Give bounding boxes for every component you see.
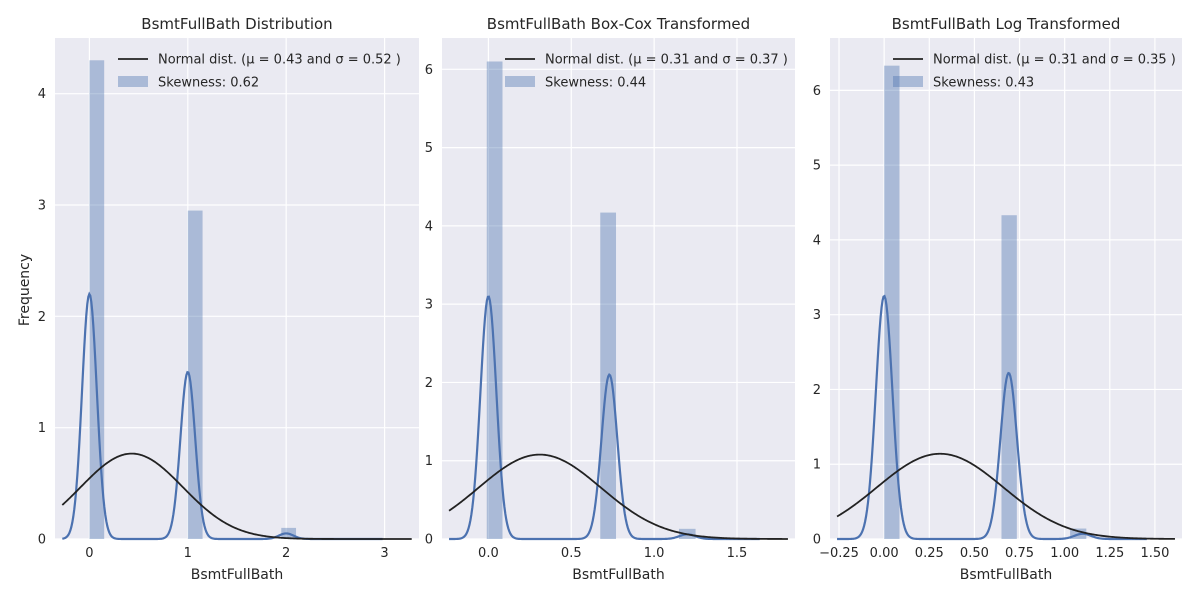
plot-area [830, 38, 1182, 539]
kde-curve [837, 294, 1147, 541]
histogram-bar [89, 60, 105, 540]
y-tick-label: 6 [425, 63, 433, 78]
legend-skewness-label: Skewness: 0.43 [933, 76, 1034, 91]
x-axis-label: BsmtFullBath [960, 567, 1053, 583]
legend-bar-swatch [893, 76, 923, 87]
x-axis-label: BsmtFullBath [572, 567, 665, 583]
x-axis-label: BsmtFullBath [191, 567, 284, 583]
x-tick-label: 1.00 [1050, 546, 1079, 561]
y-tick-label: 5 [813, 159, 821, 174]
x-tick-label: 1.50 [1140, 546, 1169, 561]
x-tick-label: 1.25 [1095, 546, 1124, 561]
y-tick-label: 1 [813, 458, 821, 473]
chart-title: BsmtFullBath Distribution [141, 15, 332, 33]
y-tick-label: 0 [38, 533, 46, 548]
x-tick-label: 0.75 [1005, 546, 1034, 561]
y-tick-label: 3 [38, 199, 46, 214]
y-tick-label: 4 [38, 87, 46, 102]
plot-area [55, 38, 419, 539]
chart-title: BsmtFullBath Log Transformed [892, 15, 1121, 33]
normal-fit-curve [61, 452, 412, 540]
y-tick-label: 6 [813, 84, 821, 99]
histogram-bar [1001, 215, 1017, 539]
legend-skewness-label: Skewness: 0.62 [158, 76, 259, 91]
x-tick-label: 0.50 [960, 546, 989, 561]
legend: Normal dist. (μ = 0.31 and σ = 0.35 ) Ske… [893, 53, 1176, 91]
y-tick-label: 0 [425, 533, 433, 548]
normal-fit-curve [836, 452, 1175, 540]
y-tick-label: 1 [38, 421, 46, 436]
y-tick-label: 2 [38, 310, 46, 325]
legend-normal-label: Normal dist. (μ = 0.43 and σ = 0.52 ) [158, 53, 401, 68]
x-tick-label: 0 [85, 546, 93, 561]
kde-curve [449, 295, 760, 541]
chart-panel-2: 0 1 2 3 4 5 6 0.0 0.5 1.0 1.5 BsmtFullBath Box-Cox … [425, 15, 795, 583]
y-tick-label: 1 [425, 454, 433, 469]
x-tick-label: 3 [380, 546, 388, 561]
x-tick-label: 0.00 [870, 546, 899, 561]
y-tick-label: 4 [425, 219, 433, 234]
y-tick-label: 0 [813, 533, 821, 548]
chart-panel-1: 0 1 2 3 4 0 1 2 3 BsmtFullBath Distribution BsmtFu… [38, 15, 419, 583]
histogram-bar [187, 210, 203, 540]
x-tick-label: 2 [282, 546, 290, 561]
legend-normal-label: Normal dist. (μ = 0.31 and σ = 0.37 ) [545, 53, 788, 68]
legend-bar-swatch [118, 76, 148, 87]
legend-skewness-label: Skewness: 0.44 [545, 76, 646, 91]
x-tick-label: −0.25 [819, 546, 859, 561]
chart-title: BsmtFullBath Box-Cox Transformed [487, 15, 750, 33]
y-tick-label: 5 [425, 141, 433, 156]
x-tick-label: 1 [184, 546, 192, 561]
legend-normal-label: Normal dist. (μ = 0.31 and σ = 0.35 ) [933, 53, 1176, 68]
legend: Normal dist. (μ = 0.31 and σ = 0.37 ) Ske… [505, 53, 788, 91]
panels: 0 1 2 3 4 0 1 2 3 BsmtFullBath Distribution BsmtFu… [38, 15, 1182, 583]
legend-bar-swatch [505, 76, 535, 87]
y-tick-label: 3 [813, 308, 821, 323]
y-tick-label: 2 [425, 376, 433, 391]
y-tick-label: 4 [813, 233, 821, 248]
legend: Normal dist. (μ = 0.43 and σ = 0.52 ) Ske… [118, 53, 401, 91]
y-tick-label: 3 [425, 298, 433, 313]
histogram-bar [884, 65, 900, 539]
x-tick-label: 1.0 [644, 546, 665, 561]
x-tick-label: 0.5 [561, 546, 582, 561]
y-axis-label: Frequency [17, 254, 33, 326]
x-tick-label: 0.25 [915, 546, 944, 561]
x-tick-label: 1.5 [727, 546, 748, 561]
x-tick-label: 0.0 [478, 546, 499, 561]
chart-panel-3: 0 1 2 3 4 5 6 −0.25 0.00 0.25 0.50 0.75 1.00 1.25 1.50… [813, 15, 1182, 583]
y-tick-label: 2 [813, 383, 821, 398]
normal-fit-curve [448, 453, 788, 540]
